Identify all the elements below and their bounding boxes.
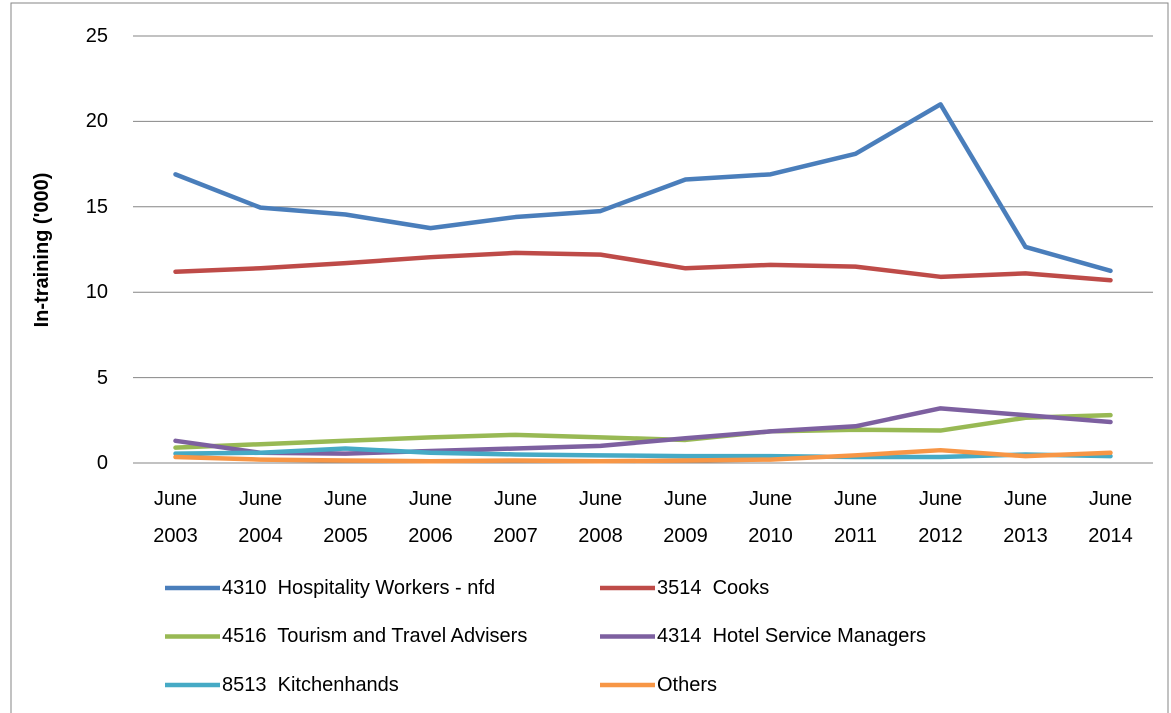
y-tick-label: 0 [96,452,108,474]
legend-label: 8513 Kitchenhands [222,673,399,696]
series-line [173,447,1113,464]
y-tick-label: 5 [96,366,108,389]
legend-label: 4516 Tourism and Travel Advisers [222,625,528,647]
y-tick-label: 15 [85,195,108,218]
x-tick-label: June 2006 [408,488,453,547]
chart-border [10,2,1169,713]
y-tick-label: 25 [85,25,108,47]
legend-label: 4314 Hotel Service Managers [657,625,927,647]
series-line [173,102,1113,274]
series-line [173,250,1113,283]
legend-label: Others [657,673,718,696]
x-tick-label: June 2014 [1088,488,1133,547]
legend-label: 3514 Cooks [657,576,770,599]
x-tick-label: June 2007 [493,488,538,547]
x-tick-label: June 2011 [833,488,878,547]
x-tick-label: June 2005 [323,488,368,547]
series-line [173,446,1113,460]
x-tick-label: June 2010 [748,488,793,547]
x-tick-label: June 2003 [153,488,198,547]
x-tick-label: June 2009 [663,488,708,547]
series-line [173,412,1113,450]
y-tick-label: 10 [85,281,108,304]
x-tick-label: June 2004 [238,488,283,547]
x-tick-label: June 2008 [578,488,623,547]
x-tick-label: June 2013 [1003,488,1048,547]
legend-label: 4310 Hospitality Workers - nfd [222,576,496,599]
y-tick-label: 20 [85,110,108,133]
series-line [173,406,1113,456]
x-tick-label: June 2012 [918,488,963,547]
